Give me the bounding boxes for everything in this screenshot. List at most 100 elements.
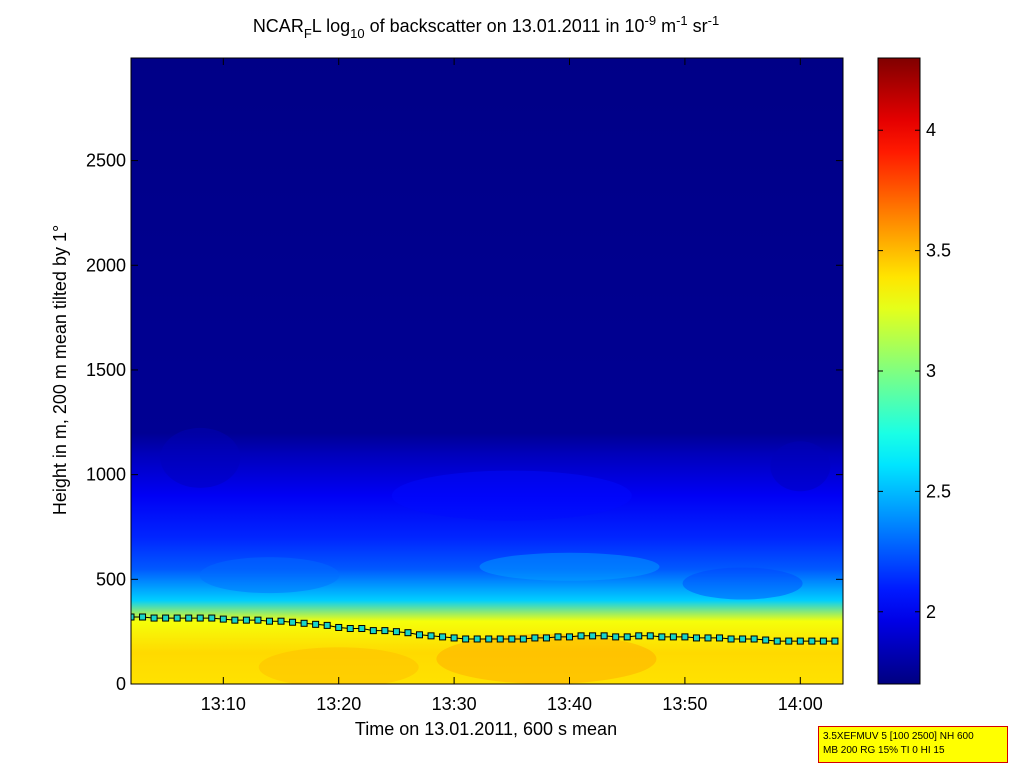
boundary-layer-point: [496, 635, 504, 643]
boundary-layer-point: [369, 627, 377, 635]
boundary-layer-point: [346, 625, 354, 633]
heatmap-texture-blob: [199, 557, 340, 594]
boundary-layer-point: [727, 635, 735, 643]
boundary-layer-point: [519, 635, 527, 643]
x-axis-label: Time on 13.01.2011, 600 s mean: [355, 719, 617, 739]
boundary-layer-point: [277, 617, 285, 625]
boundary-layer-point: [542, 634, 550, 642]
title-part-mid2: of backscatter on 13.01.2011 in 10: [365, 16, 645, 36]
y-tick-label: 1000: [86, 465, 126, 485]
boundary-layer-point: [335, 623, 343, 631]
colorbar-tick-label: 3.5: [926, 241, 951, 261]
boundary-layer-point: [681, 633, 689, 641]
boundary-layer-point: [704, 634, 712, 642]
colorbar-tick-label: 2: [926, 602, 936, 622]
boundary-layer-point: [692, 634, 700, 642]
boundary-layer-point: [450, 634, 458, 642]
boundary-layer-point: [831, 637, 839, 645]
boundary-layer-point: [796, 637, 804, 645]
boundary-layer-point: [185, 614, 193, 622]
boundary-layer-point: [462, 635, 470, 643]
boundary-layer-point: [623, 633, 631, 641]
boundary-layer-point: [404, 629, 412, 637]
settings-info-box: 3.5XEFMUV 5 [100 2500] NH 600 MB 200 RG …: [818, 726, 1008, 763]
boundary-layer-point: [358, 625, 366, 633]
title-part-prefix: NCAR: [253, 16, 304, 36]
heatmap-field: [131, 58, 843, 684]
boundary-layer-point: [289, 618, 297, 626]
x-tick-label: 13:30: [432, 694, 477, 714]
boundary-layer-point: [150, 614, 158, 622]
y-axis-label: Height in m, 200 m mean tilted by 1°: [50, 225, 70, 515]
boundary-layer-point: [427, 632, 435, 640]
colorbar: [877, 57, 921, 685]
title-sup-9: -9: [645, 13, 657, 28]
plot-frame: [130, 57, 844, 685]
colorbar-tick-label: 3: [926, 361, 936, 381]
heatmap-texture-blob: [682, 567, 803, 600]
boundary-layer-line: [131, 613, 839, 645]
settings-line-1: 3.5XEFMUV 5 [100 2500] NH 600: [823, 731, 974, 742]
title-sup-m: -1: [676, 13, 688, 28]
boundary-layer-point: [566, 633, 574, 641]
title-part-mid4: sr: [688, 16, 708, 36]
boundary-layer-point: [658, 633, 666, 641]
boundary-layer-point: [669, 633, 677, 641]
boundary-layer-point: [808, 637, 816, 645]
boundary-layer-point: [589, 632, 597, 640]
y-tick-label: 2000: [86, 255, 126, 275]
settings-line-2: MB 200 RG 15% TI 0 HI 15: [823, 745, 945, 756]
boundary-layer-point: [600, 632, 608, 640]
heatmap-texture-blob: [258, 647, 419, 684]
boundary-layer-point: [219, 615, 227, 623]
boundary-layer-point: [819, 637, 827, 645]
x-tick-label: 13:20: [316, 694, 361, 714]
title-part-mid: L log: [312, 16, 350, 36]
boundary-layer-point: [131, 613, 135, 621]
heatmap-texture-blob: [436, 633, 657, 684]
boundary-layer-point: [739, 635, 747, 643]
x-axis: 13:10 13:20 13:30 13:40 13:50 14:00: [201, 58, 823, 714]
chart-title: NCARFL log10 of backscatter on 13.01.201…: [253, 13, 719, 41]
y-tick-label: 0: [116, 674, 126, 694]
title-part-mid3: m: [656, 16, 676, 36]
boundary-layer-point: [323, 621, 331, 629]
boundary-layer-point: [231, 616, 239, 624]
title-sub-10: 10: [350, 26, 364, 41]
boundary-layer-point: [392, 628, 400, 636]
x-tick-label: 14:00: [778, 694, 823, 714]
boundary-layer-point: [635, 632, 643, 640]
boundary-layer-point: [265, 617, 273, 625]
boundary-layer-point: [242, 616, 250, 624]
boundary-layer-point: [254, 616, 262, 624]
boundary-layer-point: [173, 614, 181, 622]
boundary-layer-point: [312, 620, 320, 628]
boundary-layer-point: [439, 633, 447, 641]
heatmap-texture-blob: [770, 441, 831, 492]
boundary-layer-point: [208, 614, 216, 622]
boundary-layer-point: [473, 635, 481, 643]
x-tick-label: 13:40: [547, 694, 592, 714]
heatmap-texture: [160, 427, 831, 684]
boundary-layer-point: [554, 633, 562, 641]
boundary-layer-point: [612, 633, 620, 641]
heatmap-plot-area: [131, 58, 843, 684]
heatmap-texture-blob: [479, 552, 660, 581]
colorbar-axis: 2 2.5 3 3.5 4: [878, 120, 951, 622]
title-sub-f: F: [304, 26, 312, 41]
x-tick-label: 13:50: [662, 694, 707, 714]
boundary-layer-point: [415, 631, 423, 639]
y-tick-label: 2500: [86, 151, 126, 171]
x-tick-label: 13:10: [201, 694, 246, 714]
boundary-layer-point: [531, 634, 539, 642]
boundary-layer-point: [773, 637, 781, 645]
boundary-layer-point: [508, 635, 516, 643]
boundary-layer-point: [577, 632, 585, 640]
heatmap-texture-blob: [391, 470, 632, 521]
y-tick-label: 500: [96, 569, 126, 589]
boundary-layer-point: [785, 637, 793, 645]
title-sup-sr: -1: [708, 13, 720, 28]
boundary-layer-point: [300, 619, 308, 627]
colorbar-tick-label: 2.5: [926, 481, 951, 501]
